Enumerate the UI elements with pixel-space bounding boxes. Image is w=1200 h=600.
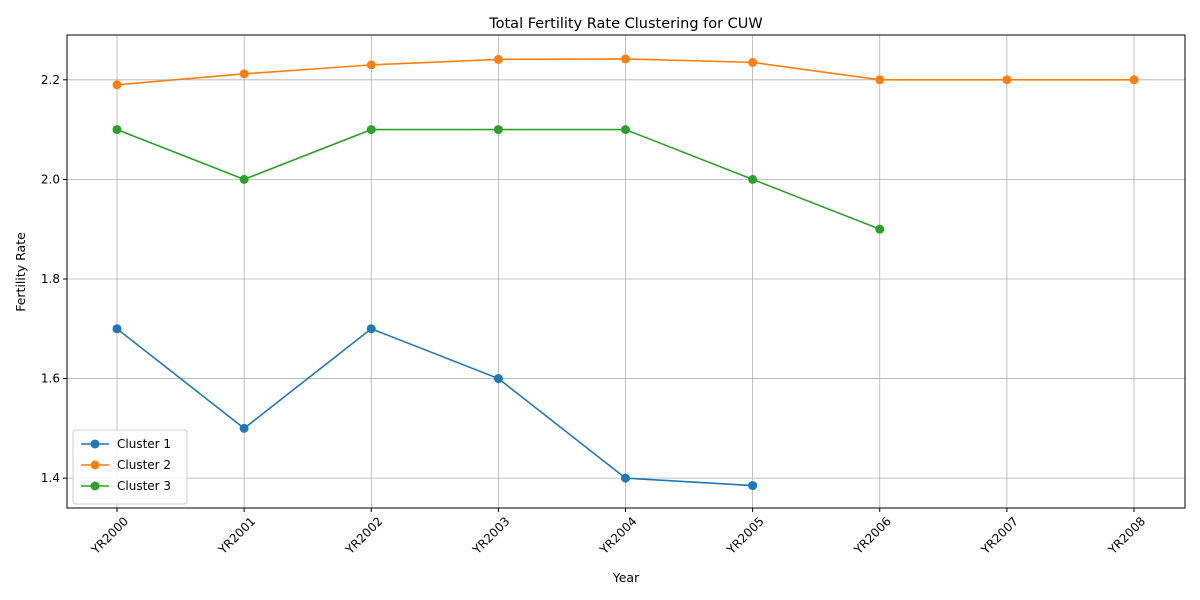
data-point xyxy=(239,174,249,184)
x-tick-label: YR2007 xyxy=(978,514,1021,557)
data-point xyxy=(112,125,122,135)
data-point xyxy=(748,481,758,491)
legend-item: Cluster 2 xyxy=(81,458,171,472)
data-point xyxy=(493,54,503,64)
y-axis-label: Fertility Rate xyxy=(13,232,28,312)
y-tick-label: 1.8 xyxy=(41,272,60,286)
data-point xyxy=(621,125,630,135)
x-tick-label: YR2004 xyxy=(596,514,639,557)
x-tick-label: YR2002 xyxy=(342,514,385,557)
data-point xyxy=(1002,75,1012,85)
y-tick-label: 1.6 xyxy=(41,372,60,386)
series-line xyxy=(116,327,753,487)
legend-item: Cluster 3 xyxy=(81,479,171,493)
data-point xyxy=(621,473,630,483)
series-2 xyxy=(112,54,1139,90)
data-point xyxy=(239,69,249,79)
data-point xyxy=(493,125,503,135)
data-point xyxy=(1129,75,1139,85)
x-tick-label: YR2005 xyxy=(723,514,766,557)
data-point xyxy=(875,75,885,85)
legend-label: Cluster 3 xyxy=(117,479,171,493)
data-point xyxy=(621,54,630,64)
plot-frame xyxy=(66,34,1186,509)
x-tick-label: YR2003 xyxy=(469,514,512,557)
y-tick-label: 2.0 xyxy=(41,172,60,186)
y-tick-label: 1.4 xyxy=(41,471,60,485)
data-point xyxy=(748,174,758,184)
x-axis-ticks: YR2000 YR2001 YR2002 YR2003 YR2004 YR2005 YR20… xyxy=(88,508,1148,558)
grid-lines xyxy=(67,35,1185,508)
y-axis-ticks: 1.4 1.6 1.8 2.0 2.2 xyxy=(41,73,67,485)
data-point xyxy=(748,57,758,67)
data-point xyxy=(112,80,122,90)
x-tick-label: YR2006 xyxy=(851,514,894,557)
chart-title: Total Fertility Rate Clustering for CUW xyxy=(488,16,763,32)
data-point xyxy=(366,60,376,70)
x-axis-label: Year xyxy=(612,570,640,585)
x-tick-label: YR2008 xyxy=(1105,514,1148,557)
data-point xyxy=(366,125,376,135)
data-point xyxy=(366,324,376,334)
data-point xyxy=(875,224,885,234)
legend-label: Cluster 2 xyxy=(117,458,171,472)
legend-marker xyxy=(90,460,100,470)
series-1 xyxy=(112,324,758,491)
series-3 xyxy=(112,125,885,234)
series-layer xyxy=(112,54,1139,491)
legend-marker xyxy=(90,481,100,491)
x-tick-label: YR2001 xyxy=(215,514,258,557)
legend-marker xyxy=(90,439,100,449)
data-point xyxy=(493,374,503,384)
legend-label: Cluster 1 xyxy=(117,437,171,451)
data-point xyxy=(112,324,122,334)
legend-item: Cluster 1 xyxy=(81,437,171,451)
x-tick-label: YR2000 xyxy=(88,514,131,557)
legend: Cluster 1 Cluster 2 Cluster 3 xyxy=(72,429,188,505)
y-tick-label: 2.2 xyxy=(41,73,60,87)
data-point xyxy=(239,423,249,433)
